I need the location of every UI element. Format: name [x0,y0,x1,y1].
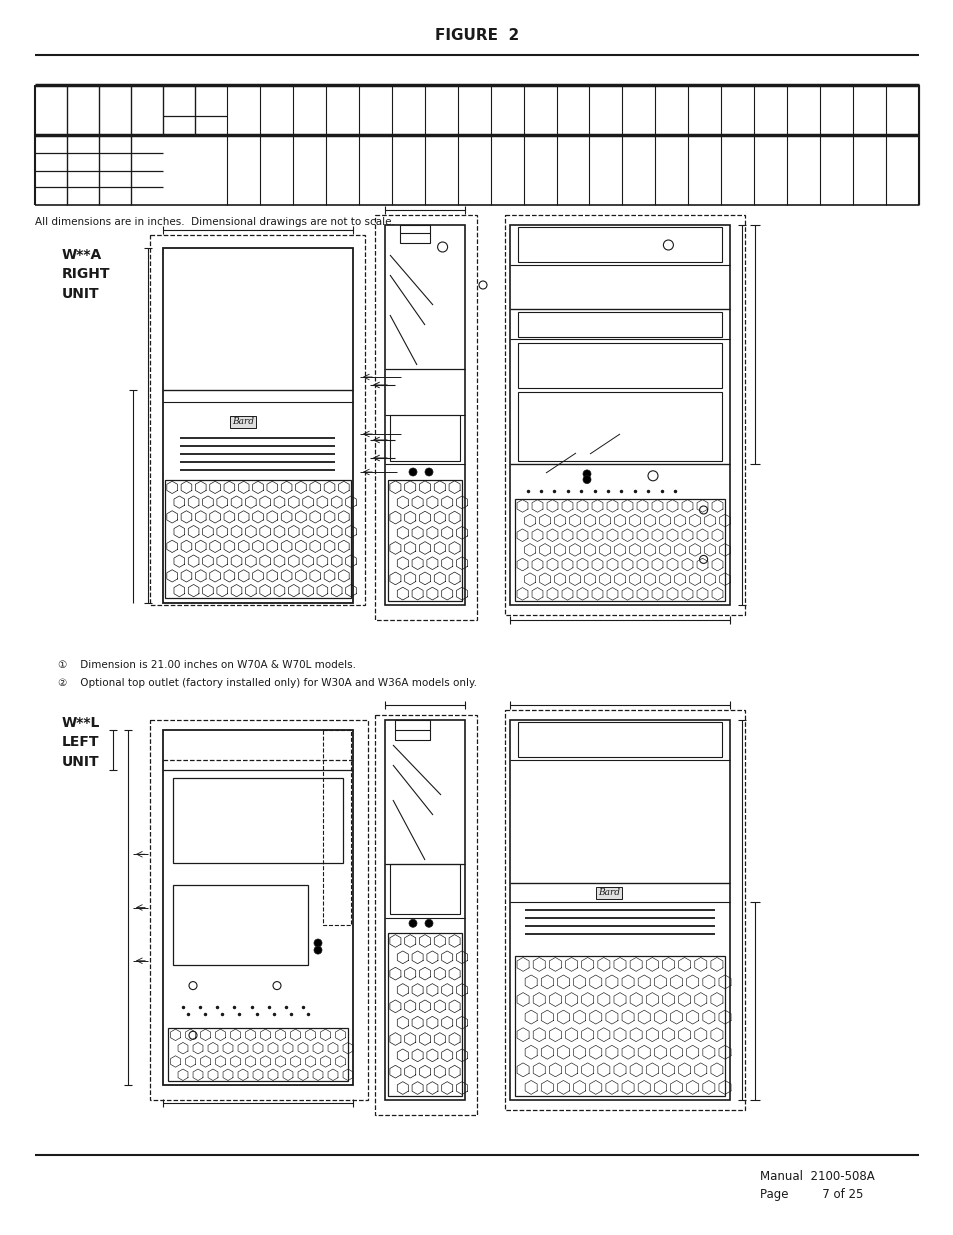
Text: Bard: Bard [598,888,619,898]
Bar [515,499,724,601]
Circle shape [424,468,433,475]
Bar [150,235,365,605]
Bar [504,215,744,615]
Bar [517,227,721,262]
Text: W**L
LEFT
UNIT: W**L LEFT UNIT [62,716,100,769]
Bar [517,312,721,337]
Bar [172,778,343,863]
Bar [515,956,724,1097]
Text: FIGURE  2: FIGURE 2 [435,27,518,42]
Bar [168,1029,348,1082]
Bar [163,248,353,603]
Circle shape [409,468,416,475]
Bar [375,215,476,620]
Bar [390,864,459,914]
Text: ①    Dimension is 21.00 inches on W70A & W70L models.: ① Dimension is 21.00 inches on W70A & W7… [58,659,355,671]
Bar [323,730,351,925]
Bar [150,720,368,1100]
Circle shape [582,475,590,484]
Circle shape [314,946,322,955]
Bar [163,730,353,1086]
Circle shape [409,919,416,927]
Bar [504,710,744,1110]
Bar [517,343,721,388]
Text: All dimensions are in inches.  Dimensional drawings are not to scale.: All dimensions are in inches. Dimensiona… [35,217,395,227]
Bar [388,479,461,601]
Text: Bard: Bard [232,417,253,426]
Text: Page         7 of 25: Page 7 of 25 [760,1188,862,1200]
Bar [510,720,729,1100]
Bar [375,715,476,1115]
Text: Manual  2100-508A: Manual 2100-508A [760,1170,874,1183]
Bar [399,225,430,243]
Bar [517,722,721,757]
Circle shape [314,939,322,947]
Bar [388,932,461,1097]
Circle shape [582,469,590,478]
Circle shape [424,919,433,927]
Bar [395,720,430,740]
Bar [385,720,464,1100]
Bar [385,225,464,605]
Bar [172,885,308,965]
Bar [390,415,459,461]
Bar [517,393,721,461]
Text: W**A
RIGHT
UNIT: W**A RIGHT UNIT [62,248,111,301]
Text: ②    Optional top outlet (factory installed only) for W30A and W36A models only.: ② Optional top outlet (factory installed… [58,678,476,688]
Bar [165,480,351,598]
Bar [510,225,729,605]
